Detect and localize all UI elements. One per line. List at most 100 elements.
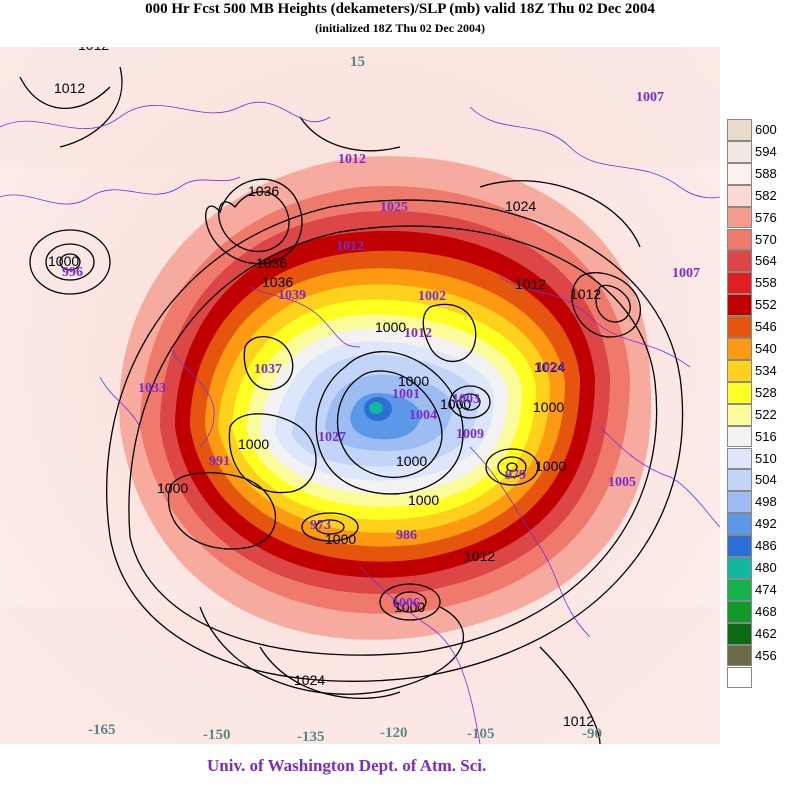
legend-swatch [727,469,752,492]
slp-center-label: 1012 [336,239,364,254]
legend-label: 558 [755,275,777,291]
legend-label: 588 [755,165,777,181]
legend-swatch [727,491,752,514]
slp-center-label: 973 [310,518,331,533]
legend-swatch [727,162,752,185]
legend-swatch [727,557,752,579]
legend-label: 486 [755,538,777,554]
slp-center-label: 1006 [392,596,420,611]
slp-label: 1024 [505,198,536,214]
slp-label: 1000 [440,396,471,412]
legend-swatch [727,316,752,338]
slp-center-label: 1009 [456,427,484,442]
slp-label: 1000 [396,453,427,469]
legend-label: 468 [755,603,777,619]
lon-label: -105 [467,726,495,742]
legend-swatch [727,425,752,448]
lon-label: -120 [380,725,408,741]
slp-label: 1024 [534,359,565,375]
legend-label: 564 [755,253,777,269]
legend-label: 540 [755,341,777,356]
slp-label: 1000 [48,253,79,269]
legend-label: 492 [755,516,777,532]
slp-label: 1012 [563,713,594,729]
slp-label: 1012 [515,276,546,292]
slp-contours [19,66,684,744]
map-title: 000 Hr Fcst 500 MB Heights (dekameters)/… [145,1,655,17]
slp-label: 1000 [238,436,269,452]
legend-swatch [727,206,752,229]
legend-label: 522 [755,406,777,422]
slp-center-label: 1005 [608,475,636,490]
legend-swatch [727,403,752,426]
lon-label: -90 [582,726,602,742]
legend-label: 456 [755,647,777,663]
slp-label: 1000 [408,492,439,508]
legend-label: 582 [755,187,777,203]
legend-label: 510 [755,450,777,466]
slp-label: 1000 [157,480,188,496]
longitude-labels: -165 -150 -135 -120 -105 -90 15 [88,54,602,744]
legend-label: 552 [755,297,777,313]
legend-label: 600 [755,122,777,137]
legend-swatch [727,359,752,382]
slp-center-label: 1007 [636,90,664,105]
slp-center-label: 1027 [318,430,346,445]
slp-center-label: 1024 [536,360,564,375]
legend-label: 576 [755,209,777,225]
slp-label: 1036 [256,255,287,271]
slp-label: 1024 [294,672,325,688]
slp-center-label: 991 [209,454,230,469]
legend-swatch [727,140,752,163]
slp-center-label: 1033 [138,381,166,396]
slp-center-label: 1025 [380,200,408,215]
lon-label: -135 [297,729,325,744]
polar-stereographic-map: -165 -150 -135 -120 -105 -90 15 1012 101… [0,47,720,744]
slp-center-label: 1012 [338,152,366,167]
slp-center-label: 1039 [278,288,306,303]
slp-label: 1012 [464,548,495,564]
credit-text: Univ. of Washington Dept. of Atm. Sci. [207,756,487,775]
legend-label: 546 [755,319,777,335]
legend-swatch [727,622,752,645]
legend-swatch [727,338,752,360]
legend-label: 474 [755,581,777,597]
slp-label: 1000 [535,458,566,474]
map-subtitle: (initialized 18Z Thu 02 Dec 2004) [314,21,486,35]
slp-labels: 1012 1012 1000 1036 1036 1036 1024 1012 … [48,47,601,729]
legend-swatch [727,250,752,273]
slp-center-label: 1002 [418,289,446,304]
slp-label: 1000 [325,531,356,547]
slp-label: 1000 [533,399,564,415]
slp-label: 1012 [78,47,109,53]
slp-label: 1012 [54,80,85,96]
slp-center-labels: 1007 1007 996 1033 1039 1037 1012 1012 1… [62,90,700,611]
slp-center-label: 1012 [404,326,432,341]
legend-label: 498 [755,494,777,510]
slp-center-label: 986 [396,528,417,543]
legend-swatch [727,535,752,557]
legend-label: 570 [755,231,777,247]
legend-swatch [727,513,752,536]
legend-label: 462 [755,625,777,641]
coastlines [0,101,720,744]
lon-label: -165 [88,722,116,738]
slp-center-label: 1001 [392,387,420,402]
slp-label: 1000 [375,319,406,335]
legend-swatch [727,228,752,251]
slp-center-label: 1007 [672,266,700,281]
slp-center-label: 996 [62,265,83,280]
height-contour-bands [119,156,652,640]
legend-swatch [727,272,752,295]
slp-center-label: 1037 [254,362,282,377]
legend-label: 534 [755,362,777,378]
lon-label: -150 [203,727,231,743]
legend-swatch [727,447,752,470]
legend-swatch [727,294,752,317]
legend-swatch [727,184,752,207]
legend-swatch [727,578,752,601]
slp-label: 1000 [398,373,429,389]
slp-label: 1036 [262,274,293,290]
lon-label: 15 [350,54,365,70]
legend-swatch [727,600,752,623]
